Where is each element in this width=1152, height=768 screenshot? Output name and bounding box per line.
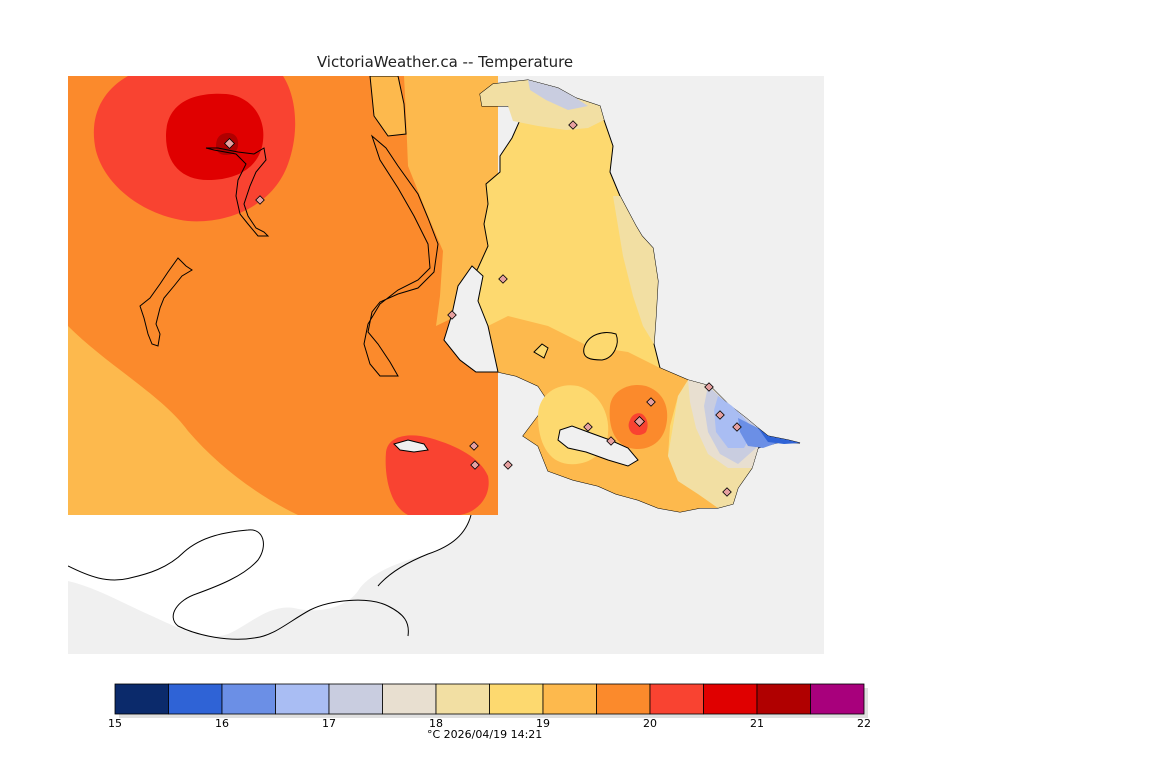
station-marker (568, 120, 578, 130)
saltspring-coast (363, 134, 439, 377)
north-tip-17 (528, 80, 588, 110)
small-island (533, 343, 549, 359)
east-headland (583, 332, 618, 361)
legend-bin-11 (703, 683, 758, 715)
station-marker (223, 137, 236, 150)
sooke-lake (139, 257, 193, 347)
oakbay-15-5 (758, 428, 800, 444)
legend-ticks: 15 16 17 18 19 20 21 22 (108, 717, 871, 730)
station-marker (722, 487, 732, 497)
legend-bin-2 (221, 683, 276, 715)
south-warm-20-5 (385, 435, 489, 515)
west-ne-19 (323, 76, 498, 326)
legend-bin-3 (275, 683, 330, 715)
legend-tick-label: 18 (429, 717, 443, 730)
outside-land (68, 515, 471, 637)
east-temperature-field (443, 79, 801, 513)
legend-bin-1 (168, 683, 223, 715)
station-marker (646, 397, 656, 407)
north-tip-18 (480, 80, 604, 130)
station-marker (732, 422, 742, 432)
north-hot-21 (166, 93, 264, 180)
legend-bin-7 (489, 683, 544, 715)
east-coast-18 (613, 196, 658, 344)
station-markers (223, 120, 742, 497)
station-marker (633, 415, 646, 428)
harbour-water (557, 425, 639, 467)
legend-bin-10 (649, 683, 704, 715)
legend-bin-5 (382, 683, 437, 715)
legend-bin-6 (435, 683, 490, 715)
legend-bin-12 (756, 683, 811, 715)
units-timestamp: °C 2026/04/19 14:21 (427, 728, 543, 741)
west-temperature-field (68, 76, 498, 515)
legend-bars (114, 683, 868, 718)
legend-tick-label: 19 (536, 717, 550, 730)
station-marker (447, 310, 457, 320)
station-marker (498, 274, 508, 284)
legend-bin-4 (328, 683, 383, 715)
station-marker (255, 195, 265, 205)
station-marker (470, 460, 480, 470)
legend-tick-label: 17 (322, 717, 336, 730)
sooke-basin (393, 439, 429, 453)
station-marker (583, 422, 593, 432)
legend-bin-13 (810, 683, 865, 715)
station-marker (469, 441, 479, 451)
legend-tick-label: 15 (108, 717, 122, 730)
saanich-inlet (443, 265, 499, 373)
legend-bin-9 (596, 683, 651, 715)
legend-bin-8 (542, 683, 597, 715)
legend-tick-label: 22 (857, 717, 871, 730)
legend-tick-label: 16 (215, 717, 229, 730)
west-coast-north (369, 76, 407, 137)
temperature-map (68, 76, 824, 654)
lake-outline (205, 147, 270, 237)
legend-tick-label: 21 (750, 717, 764, 730)
station-marker (704, 382, 714, 392)
station-marker (503, 460, 513, 470)
legend-tick-label: 20 (643, 717, 657, 730)
south-coast (68, 514, 472, 640)
legend-bin-0 (114, 683, 169, 715)
west-sw-19 (68, 326, 298, 515)
map-title: VictoriaWeather.ca -- Temperature (316, 53, 574, 71)
station-marker (606, 436, 616, 446)
station-marker (715, 410, 725, 420)
